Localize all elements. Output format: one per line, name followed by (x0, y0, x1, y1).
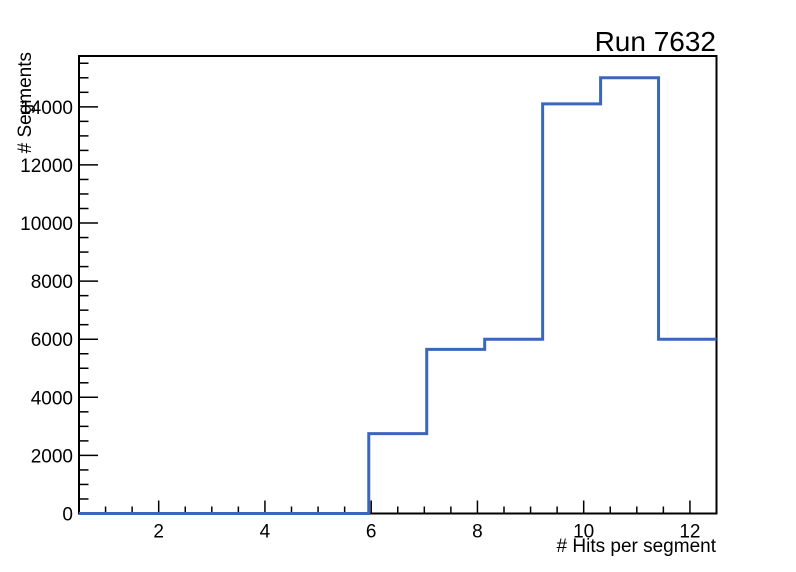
histogram-step-line (79, 76, 717, 515)
x-tick-label: 2 (153, 522, 164, 543)
plot-frame (78, 55, 718, 515)
y-tick-label: 2000 (31, 446, 73, 467)
y-tick-label: 6000 (31, 330, 73, 351)
y-tick-label: 4000 (31, 388, 73, 409)
y-tick-label: 0 (62, 505, 73, 526)
x-tick-label: 6 (366, 522, 377, 543)
x-tick-label: 12 (679, 522, 700, 543)
y-tick-label: 14000 (20, 98, 73, 119)
axis-tick-labels: 2 4 6 8 10 12 0 2000 4000 6000 8000 10000 12000 14000 (20, 98, 700, 543)
y-tick-label: 10000 (20, 214, 73, 235)
x-tick-label: 8 (472, 522, 483, 543)
x-axis-title: # Hits per segment (557, 536, 717, 557)
x-tick-label: 10 (573, 522, 594, 543)
x-tick-label: 4 (260, 522, 271, 543)
chart-title: Run 7632 (595, 26, 716, 57)
y-tick-label: 12000 (20, 156, 73, 177)
y-tick-label: 8000 (31, 272, 73, 293)
axis-ticks (79, 62, 691, 515)
y-axis-title: # Segments (15, 52, 36, 153)
